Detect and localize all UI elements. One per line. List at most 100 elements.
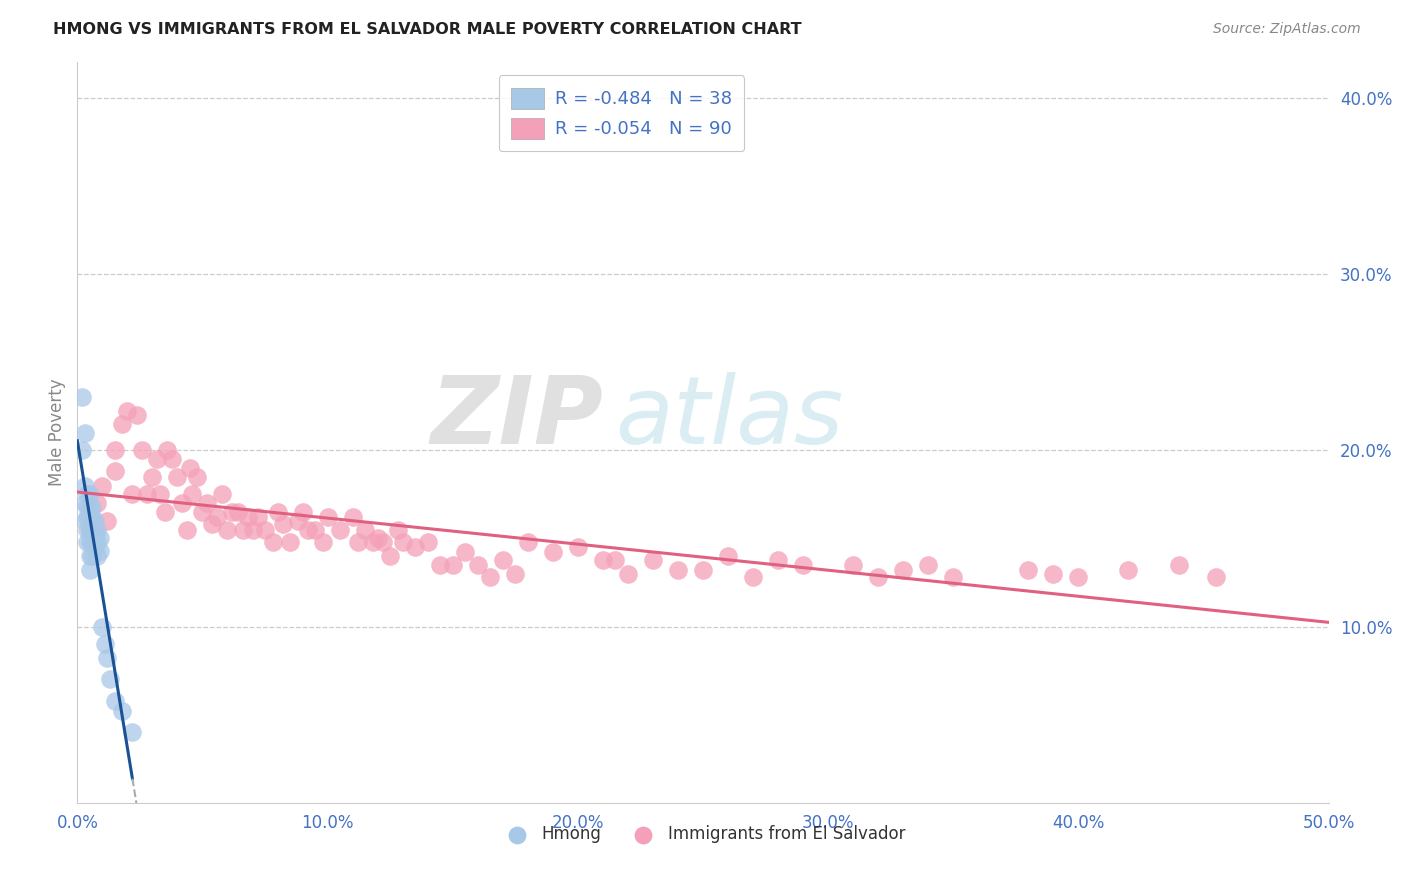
Point — [287, 514, 309, 528]
Point — [271, 517, 294, 532]
Point — [666, 563, 689, 577]
Point — [1205, 570, 1227, 584]
Point — [73, 425, 96, 440]
Point — [73, 514, 96, 528]
Point — [262, 535, 284, 549]
Point — [91, 619, 114, 633]
Point — [82, 510, 104, 524]
Point — [354, 523, 377, 537]
Point — [297, 523, 319, 537]
Point — [231, 523, 253, 537]
Point — [917, 558, 939, 572]
Point — [516, 535, 538, 549]
Point — [541, 545, 564, 559]
Point — [236, 510, 259, 524]
Point — [136, 487, 159, 501]
Point — [311, 535, 333, 549]
Point — [79, 563, 101, 577]
Point — [221, 505, 243, 519]
Point — [567, 540, 589, 554]
Point — [253, 523, 276, 537]
Point — [717, 549, 740, 563]
Point — [197, 496, 219, 510]
Point — [94, 637, 117, 651]
Point — [342, 510, 364, 524]
Point — [76, 500, 98, 514]
Point — [467, 558, 489, 572]
Point — [89, 543, 111, 558]
Text: ZIP: ZIP — [430, 372, 603, 464]
Point — [91, 478, 114, 492]
Point — [278, 535, 301, 549]
Point — [942, 570, 965, 584]
Point — [83, 528, 105, 542]
Point — [176, 523, 198, 537]
Point — [72, 390, 94, 404]
Point — [441, 558, 464, 572]
Point — [149, 487, 172, 501]
Point — [172, 496, 194, 510]
Point — [79, 535, 101, 549]
Point — [692, 563, 714, 577]
Point — [186, 469, 208, 483]
Point — [181, 487, 204, 501]
Point — [76, 535, 98, 549]
Point — [166, 469, 188, 483]
Text: Source: ZipAtlas.com: Source: ZipAtlas.com — [1213, 22, 1361, 37]
Point — [246, 510, 269, 524]
Point — [98, 673, 121, 687]
Point — [79, 500, 101, 514]
Point — [121, 487, 143, 501]
Point — [111, 704, 134, 718]
Point — [146, 452, 169, 467]
Point — [1042, 566, 1064, 581]
Point — [82, 549, 104, 563]
Text: atlas: atlas — [616, 372, 844, 463]
Point — [79, 549, 101, 563]
Point — [1067, 570, 1090, 584]
Point — [211, 487, 233, 501]
Point — [104, 693, 127, 707]
Point — [162, 452, 184, 467]
Point — [179, 461, 201, 475]
Point — [79, 523, 101, 537]
Point — [73, 496, 96, 510]
Point — [766, 552, 789, 566]
Point — [76, 487, 98, 501]
Point — [79, 523, 101, 537]
Point — [111, 417, 134, 431]
Point — [72, 443, 94, 458]
Point — [304, 523, 326, 537]
Point — [291, 505, 314, 519]
Point — [367, 532, 389, 546]
Point — [1118, 563, 1140, 577]
Point — [492, 552, 515, 566]
Point — [742, 570, 765, 584]
Point — [86, 523, 108, 537]
Point — [76, 510, 98, 524]
Point — [86, 535, 108, 549]
Point — [82, 535, 104, 549]
Point — [592, 552, 614, 566]
Point — [89, 532, 111, 546]
Point — [226, 505, 249, 519]
Point — [79, 510, 101, 524]
Point — [503, 566, 526, 581]
Point — [416, 535, 439, 549]
Point — [96, 651, 118, 665]
Point — [83, 514, 105, 528]
Legend: Hmong, Immigrants from El Salvador: Hmong, Immigrants from El Salvador — [494, 819, 912, 850]
Point — [316, 510, 339, 524]
Point — [371, 535, 394, 549]
Point — [191, 505, 214, 519]
Point — [792, 558, 814, 572]
Point — [891, 563, 914, 577]
Point — [429, 558, 451, 572]
Point — [454, 545, 477, 559]
Point — [104, 443, 127, 458]
Point — [387, 523, 409, 537]
Point — [605, 552, 627, 566]
Point — [842, 558, 865, 572]
Point — [131, 443, 153, 458]
Point — [378, 549, 402, 563]
